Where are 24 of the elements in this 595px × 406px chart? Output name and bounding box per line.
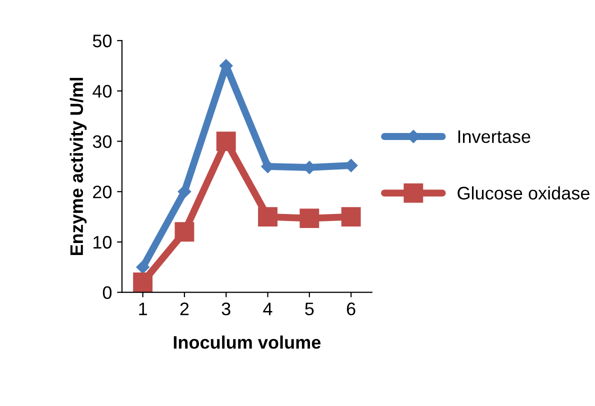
x-tick-label: 5 <box>305 302 314 316</box>
point <box>136 260 150 274</box>
x-tick-label: 2 <box>180 302 189 316</box>
x-axis-title: Inoculum volume <box>174 336 321 349</box>
point <box>133 272 153 292</box>
x-tick-label: 3 <box>222 302 230 316</box>
x-tick-label: 1 <box>139 302 147 316</box>
point <box>178 185 192 198</box>
point <box>258 207 278 227</box>
y-tick-label: 0 <box>102 286 112 300</box>
y-tick-label: 30 <box>92 135 112 148</box>
point <box>341 207 361 227</box>
legend-label: Invertase <box>458 130 530 144</box>
x-tick-label: 4 <box>263 302 272 316</box>
y-tick-label: 20 <box>93 186 112 198</box>
y-tick-label: 10 <box>94 236 112 249</box>
y-axis-title: Enzyme activity U/ml <box>70 78 87 256</box>
legend-label: Glucose oxidase <box>458 186 590 200</box>
point <box>174 222 194 242</box>
point <box>216 132 236 152</box>
point <box>300 208 320 228</box>
y-tick-label: 50 <box>92 34 112 48</box>
y-tick-label: 40 <box>92 84 112 98</box>
x-tick-label: 6 <box>346 302 356 316</box>
